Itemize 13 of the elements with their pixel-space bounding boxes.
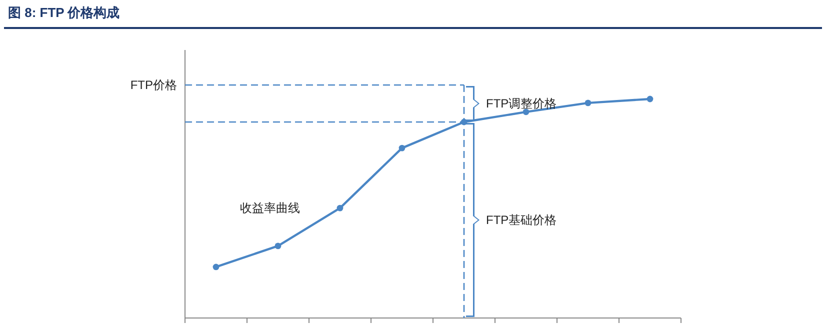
ref-line-label: FTP价格 xyxy=(130,78,177,92)
point xyxy=(212,264,220,270)
text: 图 8: FTP 价格构成 xyxy=(8,5,120,20)
annotation: FTP基础价格 xyxy=(486,212,557,227)
point xyxy=(398,144,406,152)
point xyxy=(460,118,468,126)
point xyxy=(522,108,530,116)
point xyxy=(336,204,344,212)
annotation: FTP调整价格 xyxy=(486,96,557,110)
annotation: 收益率曲线 xyxy=(240,201,300,216)
point xyxy=(584,100,592,106)
point xyxy=(646,96,654,102)
point xyxy=(274,242,282,250)
